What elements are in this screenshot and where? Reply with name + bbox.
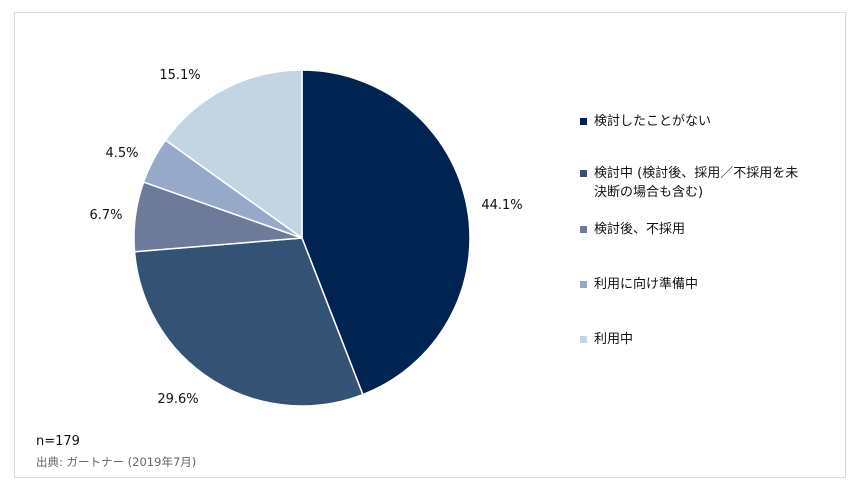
pie-value-label-never-considered: 44.1% — [481, 198, 522, 213]
pie-value-label-preparing: 4.5% — [105, 146, 138, 161]
pie-slice-considering — [133, 237, 364, 407]
source-note: 出典: ガートナー (2019年7月) — [36, 455, 197, 469]
legend-item-rejected: 検討後、不採用 — [580, 220, 820, 239]
legend-label-rejected: 検討後、不採用 — [594, 222, 686, 237]
pie-value-label-rejected: 6.7% — [89, 208, 122, 223]
sample-size: n=179 — [36, 434, 80, 449]
pie-value-label-considering: 29.6% — [157, 392, 198, 407]
legend-item-considering: 検討中 (検討後、採用／不採用を未決断の場合も含む) — [580, 164, 806, 202]
legend-item-in-use: 利用中 — [580, 330, 820, 349]
pie-slice-in-use — [164, 69, 303, 240]
legend-swatch-preparing — [580, 281, 587, 288]
legend-item-preparing: 利用に向け準備中 — [580, 275, 820, 294]
pie-slices — [133, 69, 471, 407]
legend-label-considering: 検討中 (検討後、採用／不採用を未決断の場合も含む) — [594, 166, 799, 200]
legend-label-never-considered: 検討したことがない — [594, 114, 712, 129]
legend-swatch-in-use — [580, 336, 587, 343]
pie-value-labels: 44.1% 29.6% 6.7% 4.5% 15.1% — [89, 68, 522, 407]
legend-swatch-considering — [580, 170, 587, 177]
legend-item-never-considered: 検討したことがない — [580, 112, 820, 131]
legend-label-preparing: 利用に向け準備中 — [594, 277, 699, 292]
legend-swatch-rejected — [580, 226, 587, 233]
pie-value-label-in-use: 15.1% — [159, 68, 200, 83]
legend-swatch-never-considered — [580, 118, 587, 125]
pie-slice-never-considered — [301, 69, 471, 396]
legend-label-in-use: 利用中 — [594, 332, 634, 347]
